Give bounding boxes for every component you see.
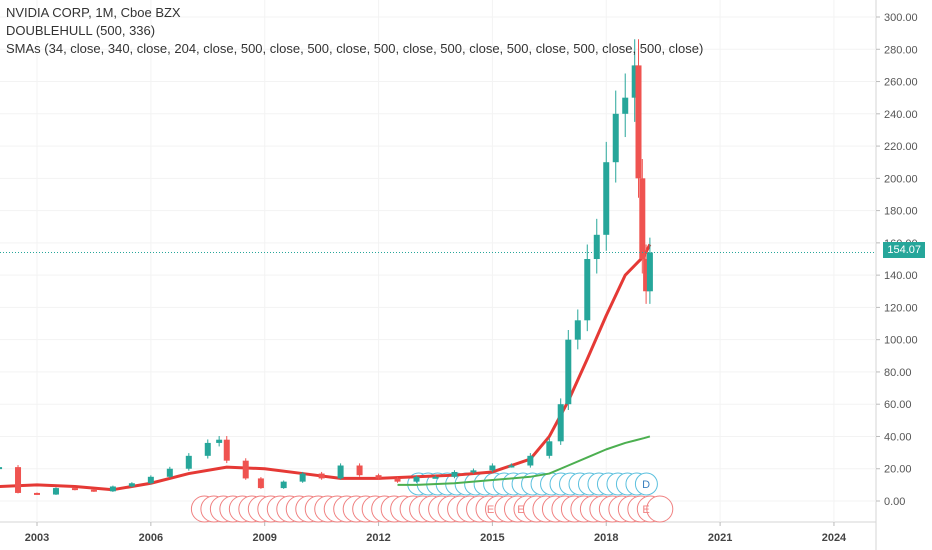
- y-tick-label: 220.00: [884, 141, 918, 153]
- earnings-event-letter: E: [642, 504, 649, 516]
- price-candles: [0, 39, 653, 495]
- y-tick-label: 180.00: [884, 206, 918, 218]
- y-tick-label: 240.00: [884, 109, 918, 121]
- candle-body: [565, 339, 572, 405]
- candle-body: [394, 478, 401, 482]
- candle-body: [109, 486, 116, 492]
- candle-body: [356, 465, 363, 476]
- candle-body: [34, 492, 40, 495]
- candle-body: [593, 234, 600, 260]
- candle-body: [375, 475, 382, 479]
- candle-body: [639, 178, 646, 260]
- sma-line-green: [397, 435, 651, 486]
- candle-body: [546, 441, 553, 456]
- sma-line-red: [0, 243, 652, 492]
- candle-body: [223, 439, 230, 461]
- candle-body: [242, 460, 249, 479]
- earnings-event-letter: E: [517, 504, 524, 516]
- last-price-label: 154.07: [883, 242, 925, 258]
- candle-body: [0, 467, 3, 470]
- candle-body: [185, 455, 192, 469]
- y-tick-label: 120.00: [884, 302, 918, 314]
- y-tick-label: 280.00: [884, 44, 918, 56]
- x-tick-label: 2012: [366, 532, 390, 544]
- candle-body: [635, 65, 642, 179]
- y-tick-label: 100.00: [884, 335, 918, 347]
- time-axis[interactable]: 2003 2006 2009 2012 2015 2018 2021 2024: [25, 522, 847, 544]
- grid-lines: [0, 0, 877, 550]
- y-tick-label: 140.00: [884, 270, 918, 282]
- x-tick-label: 2009: [252, 532, 276, 544]
- candle-body: [574, 320, 581, 340]
- candle-body: [15, 467, 22, 493]
- candle-body: [508, 465, 515, 468]
- candle-body: [71, 488, 78, 491]
- y-tick-label: 200.00: [884, 173, 918, 185]
- candle-body: [413, 476, 420, 482]
- candle-body: [166, 468, 173, 477]
- candle-body: [646, 252, 653, 292]
- candle-body: [128, 483, 135, 487]
- dividend-event-marker: [634, 472, 658, 496]
- x-tick-label: 2024: [822, 532, 847, 544]
- y-tick-label: 260.00: [884, 77, 918, 89]
- earnings-event-marker: [646, 495, 674, 523]
- x-tick-label: 2006: [139, 532, 163, 544]
- y-tick-label: 20.00: [884, 464, 912, 476]
- candle-body: [451, 471, 458, 477]
- candle-body: [280, 481, 287, 489]
- candle-body: [631, 65, 638, 98]
- candle-body: [337, 465, 344, 479]
- candle-body: [147, 476, 154, 484]
- candle-body: [612, 113, 619, 163]
- candle-body: [90, 489, 97, 492]
- earnings-event-letter: E: [487, 504, 494, 516]
- candle-body: [527, 455, 534, 466]
- x-tick-label: 2003: [25, 532, 49, 544]
- y-tick-label: 0.00: [884, 496, 905, 508]
- candle-body: [432, 476, 439, 479]
- candle-body: [603, 162, 610, 235]
- candle-body: [584, 259, 591, 321]
- x-tick-label: 2021: [708, 532, 732, 544]
- candle-body: [470, 470, 477, 473]
- y-tick-label: 80.00: [884, 367, 912, 379]
- dividend-event-letter: D: [642, 479, 650, 491]
- x-tick-label: 2018: [594, 532, 618, 544]
- x-tick-label: 2015: [480, 532, 504, 544]
- y-tick-label: 60.00: [884, 399, 912, 411]
- candle-body: [643, 259, 650, 292]
- price-axis[interactable]: 0.00 20.00 40.00 60.00 80.00 100.00 120.00 140.…: [876, 12, 918, 508]
- candle-body: [557, 404, 564, 442]
- candle-body: [622, 97, 629, 114]
- candle-body: [216, 439, 223, 443]
- candle-body: [257, 478, 264, 489]
- y-tick-label: 40.00: [884, 431, 912, 443]
- candle-body: [52, 488, 59, 495]
- candle-body: [299, 473, 306, 482]
- candle-body: [204, 442, 211, 456]
- candle-body: [318, 473, 325, 479]
- y-tick-label: 300.00: [884, 12, 918, 24]
- sma-lines: [0, 243, 652, 492]
- candle-body: [489, 465, 496, 471]
